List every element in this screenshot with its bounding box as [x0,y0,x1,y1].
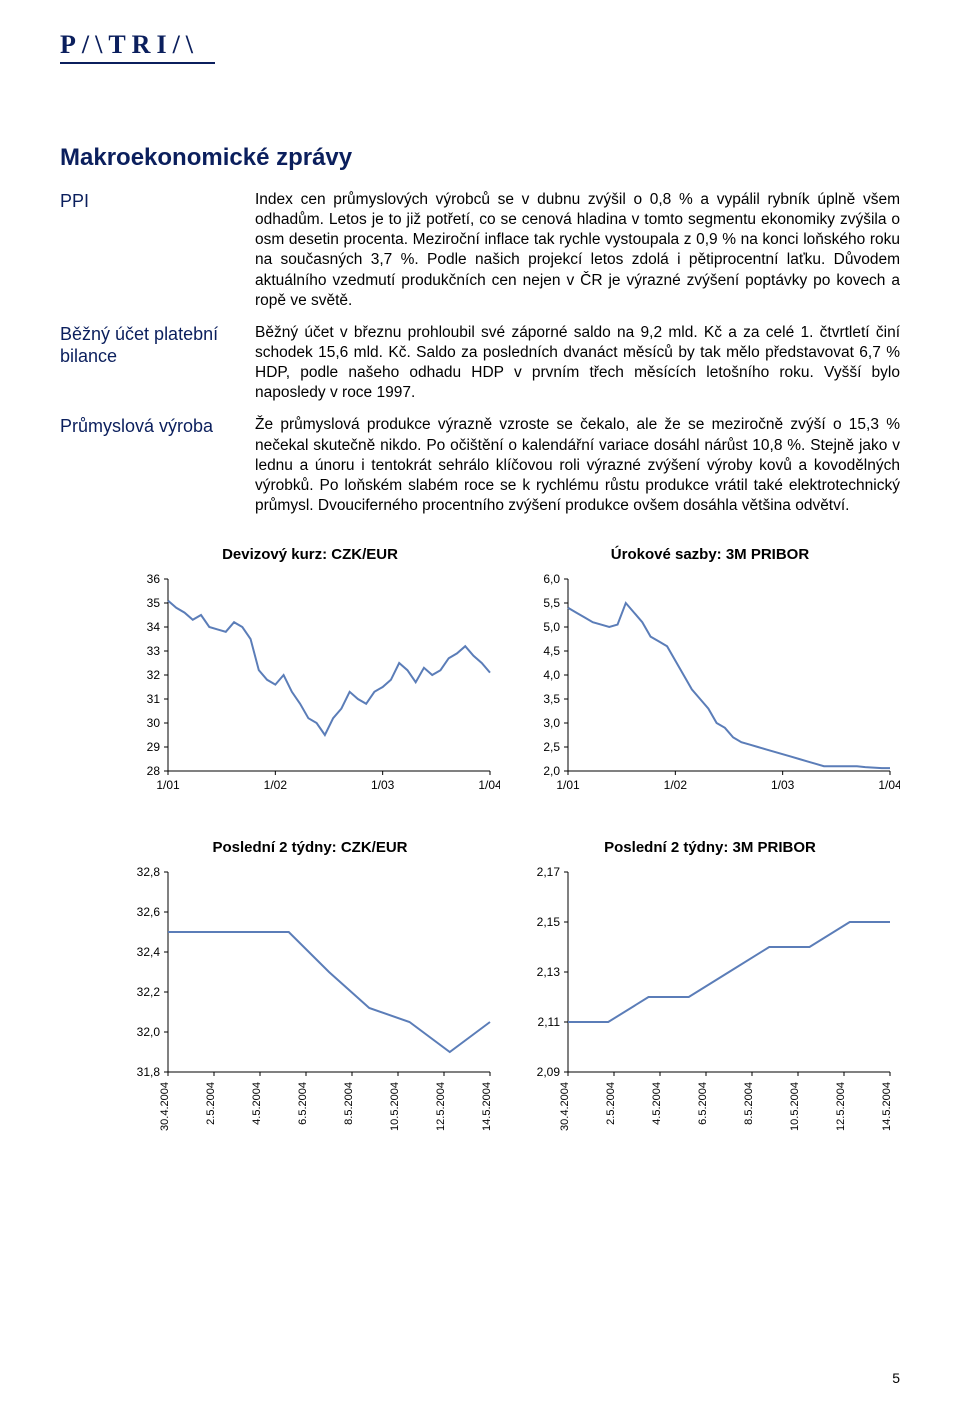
body-bezny-ucet: Běžný účet v březnu prohloubil své zápor… [255,323,900,404]
svg-text:1/03: 1/03 [371,778,395,792]
chart4-svg: 2,09 2,11 2,13 2,15 2,17 30.4.2004 2.5.2004 4.5… [520,862,900,1142]
chart-czk-eur: Devizový kurz: CZK/EUR 28 29 30 31 32 33 34 35 3… [120,546,500,799]
svg-text:3,5: 3,5 [543,692,560,706]
svg-text:2,11: 2,11 [538,1015,561,1029]
svg-text:30: 30 [147,716,161,730]
svg-text:34: 34 [147,620,161,634]
chart4-title: Poslední 2 týdny: 3M PRIBOR [520,839,900,856]
svg-text:1/04: 1/04 [878,778,900,792]
side-label-bezny-ucet: Běžný účet platební bilance [60,323,255,404]
charts-row-1: Devizový kurz: CZK/EUR 28 29 30 31 32 33 34 35 3… [60,546,900,799]
svg-text:6.5.2004: 6.5.2004 [697,1082,709,1125]
svg-text:32: 32 [147,668,161,682]
svg-text:32,6: 32,6 [137,905,161,919]
logo-underline [60,62,215,64]
svg-text:14.5.2004: 14.5.2004 [881,1082,893,1131]
svg-text:2,5: 2,5 [543,740,560,754]
svg-text:12.5.2004: 12.5.2004 [835,1082,847,1131]
svg-text:1/02: 1/02 [264,778,288,792]
svg-text:32,8: 32,8 [137,865,161,879]
svg-text:31,8: 31,8 [137,1065,161,1079]
svg-text:32,4: 32,4 [137,945,161,959]
section-bezny-ucet: Běžný účet platební bilance Běžný účet v… [60,323,900,404]
svg-text:4,0: 4,0 [543,668,560,682]
svg-text:3,0: 3,0 [543,716,560,730]
svg-text:2.5.2004: 2.5.2004 [205,1082,217,1125]
svg-text:1/04: 1/04 [478,778,500,792]
chart2-title: Úrokové sazby: 3M PRIBOR [520,546,900,563]
page-title: Makroekonomické zprávy [60,144,900,172]
svg-text:30.4.2004: 30.4.2004 [559,1082,571,1131]
chart3-svg: 31,8 32,0 32,2 32,4 32,6 32,8 30.4.2004 2.5.200… [120,862,500,1142]
svg-text:5,0: 5,0 [543,620,560,634]
svg-text:2,0: 2,0 [543,764,560,778]
svg-text:1/03: 1/03 [771,778,795,792]
section-prumyslova: Průmyslová výroba Že průmyslová produkce… [60,415,900,516]
svg-text:1/01: 1/01 [156,778,180,792]
svg-text:29: 29 [147,740,161,754]
section-ppi: PPI Index cen průmyslových výrobců se v … [60,190,900,311]
page: P/\TRI/\ Makroekonomické zprávy PPI Inde… [0,0,960,1411]
svg-text:10.5.2004: 10.5.2004 [789,1082,801,1131]
svg-text:2.5.2004: 2.5.2004 [605,1082,617,1125]
svg-text:2,13: 2,13 [537,965,561,979]
svg-text:6.5.2004: 6.5.2004 [297,1082,309,1125]
svg-text:1/02: 1/02 [664,778,688,792]
svg-text:2,17: 2,17 [537,865,561,879]
page-number: 5 [892,1370,900,1386]
chart-czk-eur-2w: Poslední 2 týdny: CZK/EUR 31,8 32,0 32,2 32… [120,839,500,1142]
svg-text:32,2: 32,2 [137,985,161,999]
chart1-svg: 28 29 30 31 32 33 34 35 36 1/01 1/02 1/03 1/04 [120,569,500,799]
chart3-title: Poslední 2 týdny: CZK/EUR [120,839,500,856]
chart-pribor: Úrokové sazby: 3M PRIBOR 2,0 2,5 3,0 3,5 4,0… [520,546,900,799]
svg-text:12.5.2004: 12.5.2004 [435,1082,447,1131]
svg-text:1/01: 1/01 [556,778,580,792]
side-label-prumyslova: Průmyslová výroba [60,415,255,516]
logo-block: P/\TRI/\ [60,30,215,64]
chart1-title: Devizový kurz: CZK/EUR [120,546,500,563]
svg-text:36: 36 [147,572,161,586]
svg-text:8.5.2004: 8.5.2004 [343,1082,355,1125]
svg-text:14.5.2004: 14.5.2004 [481,1082,493,1131]
body-ppi: Index cen průmyslových výrobců se v dubn… [255,190,900,311]
svg-text:32,0: 32,0 [137,1025,161,1039]
side-label-ppi: PPI [60,190,255,311]
logo-row: P/\TRI/\ [60,30,900,64]
body-prumyslova: Že průmyslová produkce výrazně vzroste s… [255,415,900,516]
charts-row-2: Poslední 2 týdny: CZK/EUR 31,8 32,0 32,2 32… [60,839,900,1142]
svg-text:10.5.2004: 10.5.2004 [389,1082,401,1131]
chart2-svg: 2,0 2,5 3,0 3,5 4,0 4,5 5,0 5,5 6,0 1/01 1/02 1/03 1… [520,569,900,799]
svg-text:5,5: 5,5 [543,596,560,610]
chart-pribor-2w: Poslední 2 týdny: 3M PRIBOR 2,09 2,11 2,13… [520,839,900,1142]
svg-text:30.4.2004: 30.4.2004 [159,1082,171,1131]
svg-text:2,15: 2,15 [537,915,561,929]
svg-text:8.5.2004: 8.5.2004 [743,1082,755,1125]
svg-text:6,0: 6,0 [543,572,560,586]
svg-text:33: 33 [147,644,161,658]
svg-text:28: 28 [147,764,161,778]
svg-text:4.5.2004: 4.5.2004 [251,1082,263,1125]
svg-text:4.5.2004: 4.5.2004 [651,1082,663,1125]
svg-text:35: 35 [147,596,161,610]
logo-text: P/\TRI/\ [60,30,215,60]
svg-text:4,5: 4,5 [543,644,560,658]
svg-text:2,09: 2,09 [537,1065,561,1079]
svg-text:31: 31 [147,692,161,706]
